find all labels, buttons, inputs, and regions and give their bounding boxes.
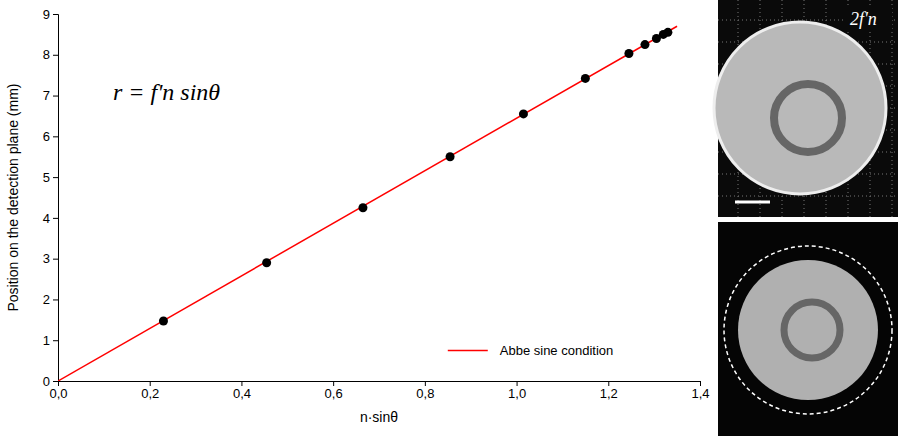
- y-axis-title: Position on the detection plane (mm): [5, 83, 21, 311]
- y-tick: 1: [43, 333, 58, 348]
- y-tick-mark: [53, 218, 58, 219]
- x-axis: 0,0 0,2 0,4 0,6 0,8 1,0 1,2 1,4: [49, 381, 709, 401]
- photo-grid: [718, 196, 898, 197]
- annotation: r = f'n sinθ: [113, 79, 220, 105]
- y-tick: 5: [43, 170, 58, 185]
- photo-ring: [774, 84, 842, 152]
- photo-disc: [714, 22, 886, 194]
- y-tick-mark: [53, 136, 58, 137]
- y-tick-label: 2: [43, 292, 50, 307]
- x-tick-label: 0,6: [325, 386, 343, 401]
- legend-swatch: [448, 350, 488, 352]
- photo-disc: [738, 260, 878, 400]
- x-tick-label: 1,2: [600, 386, 618, 401]
- x-tick: 0,6: [325, 381, 343, 401]
- y-tick: 2: [43, 292, 58, 307]
- y-tick-mark: [53, 55, 58, 56]
- x-tick-label: 0,8: [416, 386, 434, 401]
- photo-bg: [718, 222, 898, 436]
- y-tick: 8: [43, 47, 58, 62]
- x-tick-label: 1,4: [691, 386, 709, 401]
- y-tick-label: 8: [43, 47, 50, 62]
- y-tick-label: 5: [43, 170, 50, 185]
- point: [663, 28, 672, 37]
- y-tick-label: 9: [43, 7, 50, 22]
- image-label: 2f'n: [850, 9, 877, 29]
- y-tick-mark: [53, 14, 58, 15]
- y-tick-mark: [53, 177, 58, 178]
- x-tick: 0,8: [416, 381, 434, 401]
- x-tick-label: 0,4: [233, 386, 251, 401]
- point: [262, 258, 271, 267]
- y-tick-label: 6: [43, 129, 50, 144]
- x-tick: 1,0: [508, 381, 526, 401]
- y-tick-label: 4: [43, 211, 50, 226]
- y-tick: 6: [43, 129, 58, 144]
- x-tick: 0,4: [233, 381, 251, 401]
- label-patch: [846, 6, 892, 30]
- point: [159, 317, 168, 326]
- x-tick: 0,0: [49, 381, 67, 401]
- y-tick-label: 0: [43, 374, 50, 389]
- y-tick-mark: [53, 96, 58, 97]
- plot-area: [58, 26, 677, 381]
- photo-bottom: [718, 222, 898, 436]
- y-tick-mark: [53, 340, 58, 341]
- y-tick: 3: [43, 251, 58, 266]
- x-tick: 1,4: [691, 381, 709, 401]
- y-tick-mark: [53, 381, 58, 382]
- point: [446, 152, 455, 161]
- y-tick: 7: [43, 88, 58, 103]
- x-tick: 0,2: [141, 381, 159, 401]
- x-tick-label: 0,0: [49, 386, 67, 401]
- y-tick-label: 7: [43, 88, 50, 103]
- y-tick-label: 1: [43, 333, 50, 348]
- legend-label: Abbe sine condition: [500, 343, 613, 358]
- photo-grid: [892, 0, 893, 217]
- photo-top: 2f'n: [714, 0, 898, 217]
- point: [581, 74, 590, 83]
- y-tick-mark: [53, 299, 58, 300]
- photo-ring: [784, 302, 840, 358]
- photo-ring: [714, 22, 886, 194]
- point: [358, 203, 367, 212]
- y-tick-mark: [53, 259, 58, 260]
- y-axis-line: [53, 15, 59, 382]
- x-tick-label: 1,0: [508, 386, 526, 401]
- y-axis: 0 1 2 3 4 5 6 7 8 9: [43, 7, 59, 389]
- point: [519, 109, 528, 118]
- legend: Abbe sine condition: [448, 343, 613, 358]
- y-tick: 9: [43, 7, 58, 22]
- x-axis-title: n·sinθ: [360, 409, 398, 425]
- y-tick: 0: [43, 374, 58, 389]
- photo-outline: [724, 246, 892, 414]
- x-tick-label: 0,2: [141, 386, 159, 401]
- x-tick: 1,2: [600, 381, 618, 401]
- y-tick: 4: [43, 211, 58, 226]
- figure: 0,0 0,2 0,4 0,6 0,8 1,0 1,2 1,4 0 1 2 3 4 5 6 7 8 9 n·sinθ…: [0, 0, 900, 436]
- point: [640, 40, 649, 49]
- scale-bar: [735, 201, 770, 204]
- y-tick-label: 3: [43, 251, 50, 266]
- point: [624, 49, 633, 58]
- line: [58, 26, 677, 381]
